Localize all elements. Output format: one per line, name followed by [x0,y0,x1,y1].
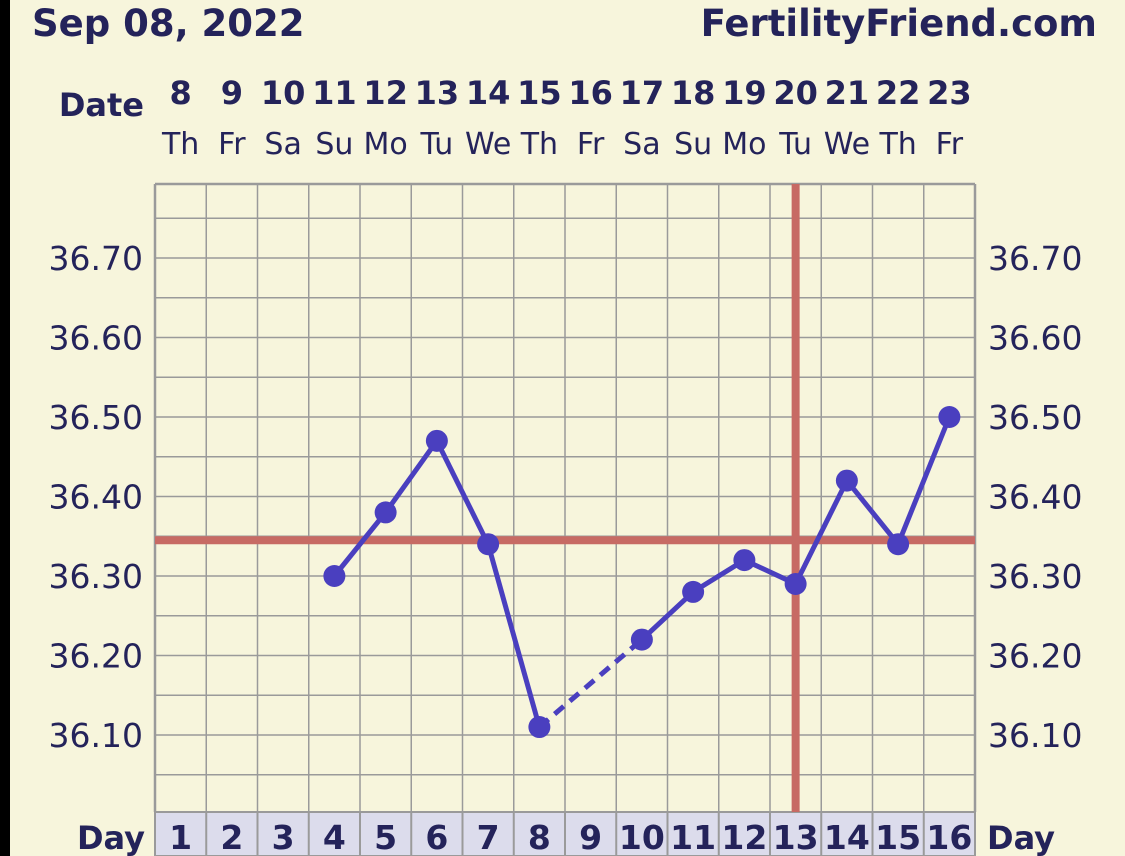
y-tick-label-right: 36.50 [988,398,1082,437]
y-tick-label-left: 36.30 [49,557,143,596]
date-label: Date [59,86,144,124]
day-number: 11 [670,818,716,856]
date-number: 20 [773,74,818,112]
weekday-label: Su [315,127,353,162]
y-tick-label-right: 36.20 [988,637,1082,676]
y-tick-label-left: 36.60 [49,319,143,358]
date-number: 9 [221,74,243,112]
date-number: 14 [466,74,511,112]
date-number: 12 [363,74,408,112]
date-number: 21 [825,74,870,112]
temperature-point [528,716,551,739]
day-number: 14 [824,818,870,856]
day-number: 13 [773,818,819,856]
day-number: 9 [579,818,602,856]
y-tick-label-right: 36.60 [988,319,1082,358]
y-tick-label-left: 36.20 [49,637,143,676]
weekday-label: Fr [218,127,246,162]
day-number: 16 [926,818,972,856]
y-tick-label-left: 36.40 [49,478,143,517]
temperature-point [374,501,397,524]
temperature-line [434,439,491,546]
date-number: 15 [517,74,562,112]
weekday-label: Fr [936,127,964,162]
temperature-point [887,533,910,556]
temperature-point [425,429,448,452]
day-number: 10 [619,818,665,856]
date-number: 23 [927,74,972,112]
day-number: 5 [374,818,397,856]
y-tick-label-right: 36.30 [988,557,1082,596]
date-number: 16 [568,74,613,112]
day-number: 2 [220,818,243,856]
date-number: 19 [722,74,767,112]
y-tick-label-right: 36.70 [988,239,1082,278]
temperature-line [895,416,952,546]
temperature-point [682,580,705,603]
date-number: 11 [312,74,357,112]
temperature-point [835,469,858,492]
date-number: 18 [671,74,716,112]
weekday-label: Th [161,127,199,162]
y-tick-label-left: 36.50 [49,398,143,437]
day-label-left: Day [77,819,145,856]
date-number: 17 [620,74,665,112]
temperature-line [332,510,388,578]
weekday-label: Th [520,127,558,162]
weekday-label: Su [674,127,712,162]
temperature-point [733,549,756,572]
temperature-line [485,543,542,728]
day-number: 3 [272,818,295,856]
date-number: 8 [169,74,191,112]
y-tick-label-right: 36.10 [988,716,1082,755]
temperature-point [938,406,961,428]
weekday-label: Th [878,127,916,162]
temperature-line [640,590,695,642]
weekday-label: Mo [364,127,408,162]
weekday-label: Sa [264,127,301,162]
chart-background [10,0,1125,856]
weekday-label: Tu [419,127,453,162]
weekday-label: Sa [623,127,660,162]
day-number: 6 [425,818,448,856]
temperature-point [630,628,653,651]
site-name[interactable]: FertilityFriend.com [700,2,1097,45]
y-tick-label-left: 36.70 [49,239,143,278]
weekday-label: Fr [577,127,605,162]
weekday-label: Mo [722,127,766,162]
date-number: 13 [415,74,460,112]
weekday-label: We [465,127,511,162]
temperature-line [383,439,439,514]
y-tick-label-right: 36.40 [988,478,1082,517]
chart-date: Sep 08, 2022 [32,2,305,45]
day-number: 8 [528,818,551,856]
day-label-right: Day [987,819,1055,856]
y-tick-label-left: 36.10 [49,716,143,755]
temperature-point [323,565,346,587]
weekday-label: Tu [778,127,812,162]
day-number: 15 [875,818,921,856]
day-number: 4 [323,818,346,856]
temperature-point [784,572,807,595]
date-number: 22 [876,74,921,112]
weekday-label: We [824,127,870,162]
day-number: 1 [169,818,192,856]
temperature-line [793,479,850,586]
day-number: 12 [721,818,767,856]
temperature-line [844,479,901,546]
day-number: 7 [477,818,500,856]
temperature-line-dashed [537,637,644,729]
temperature-point [477,533,500,556]
date-number: 10 [261,74,306,112]
